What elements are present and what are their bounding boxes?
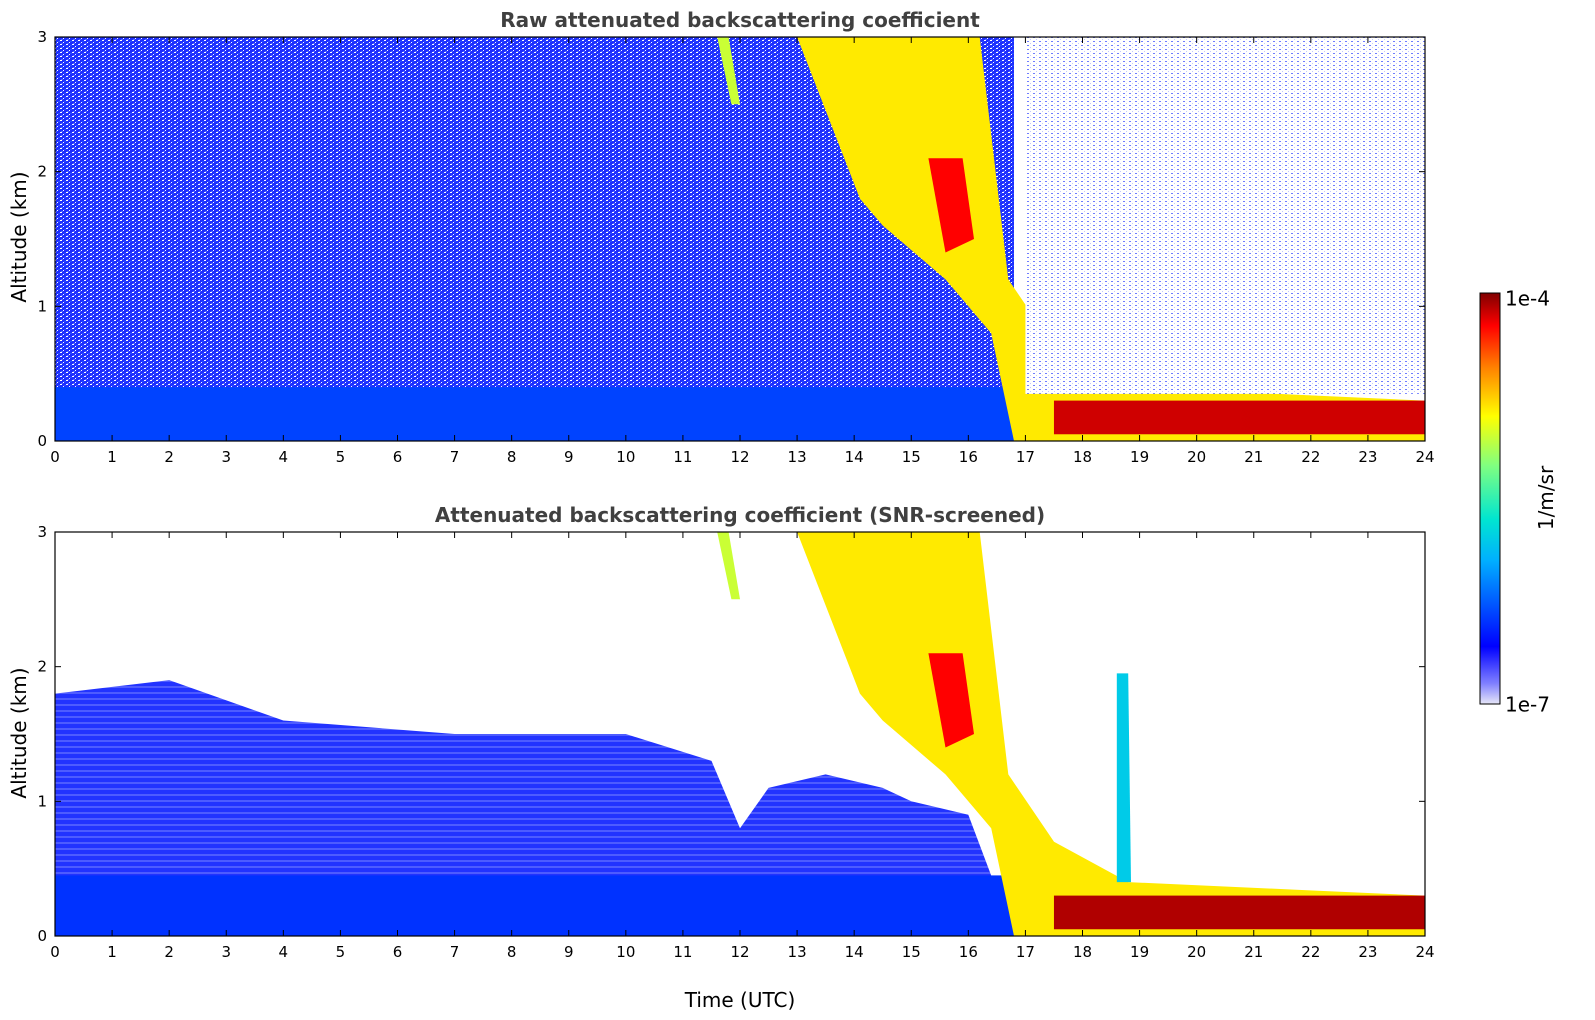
- x-tick-label: 10: [616, 943, 635, 961]
- x-tick-label: 16: [959, 943, 978, 961]
- x-tick-label: 6: [393, 943, 403, 961]
- y-tick-label: 1: [37, 297, 47, 315]
- heatmap-region-boundary-layer: [1053, 895, 1425, 930]
- x-tick-label: 17: [1016, 943, 1035, 961]
- heatmap-region-cloud-core: [928, 158, 974, 253]
- y-tick-label: 2: [37, 658, 47, 676]
- x-tick-label: 20: [1187, 448, 1206, 466]
- x-tick-label: 16: [959, 448, 978, 466]
- x-tick-label: 7: [450, 448, 460, 466]
- y-tick-label: 0: [37, 432, 47, 450]
- x-tick-label: 0: [50, 943, 60, 961]
- panel-snr-screened: Attenuated backscattering coefficient (S…: [7, 503, 1435, 1012]
- heatmap-region-cloud-plume: [1116, 673, 1131, 883]
- x-tick-label: 22: [1301, 448, 1320, 466]
- x-tick-label: 12: [730, 943, 749, 961]
- panel-raw: Raw attenuated backscattering coefficien…: [7, 8, 1435, 466]
- heatmap-region-cloud: [797, 37, 1425, 441]
- x-tick-label: 24: [1415, 448, 1434, 466]
- x-tick-label: 5: [336, 943, 346, 961]
- x-tick-label: 19: [1130, 448, 1149, 466]
- panel-title: Raw attenuated backscattering coefficien…: [500, 8, 980, 32]
- x-tick-label: 15: [902, 448, 921, 466]
- x-axis-ticks: 0 1 2 3 4 5 6 7 8 9 10 11 12 13 14 15 16 17 18 19 20 21 22 23 24: [50, 532, 1435, 961]
- x-tick-label: 9: [564, 448, 574, 466]
- x-tick-label: 13: [788, 448, 807, 466]
- x-tick-label: 18: [1073, 448, 1092, 466]
- y-axis-label: Altitude (km): [7, 171, 31, 302]
- x-tick-label: 12: [730, 448, 749, 466]
- y-tick-label: 0: [37, 927, 47, 945]
- heatmap-region-cloud: [797, 532, 1425, 936]
- x-tick-label: 22: [1301, 943, 1320, 961]
- x-tick-label: 11: [673, 448, 692, 466]
- x-axis-ticks: 0 1 2 3 4 5 6 7 8 9 10 11 12 13 14 15 16 17 18 19 20 21 22 23 24: [50, 37, 1435, 466]
- x-tick-label: 17: [1016, 448, 1035, 466]
- colorbar-gradient: [1479, 292, 1501, 705]
- x-tick-label: 4: [279, 943, 289, 961]
- heatmap-region-boundary-layer: [1053, 400, 1425, 435]
- x-tick-label: 2: [164, 943, 174, 961]
- y-tick-label: 2: [37, 163, 47, 181]
- x-tick-label: 19: [1130, 943, 1149, 961]
- heatmap-region-cloud: [717, 532, 740, 600]
- x-tick-label: 14: [845, 943, 864, 961]
- x-tick-label: 14: [845, 448, 864, 466]
- heatmap-region-clear-sky: [1025, 37, 1425, 394]
- y-axis-ticks: 0 1 2 3: [37, 28, 1425, 450]
- heatmap-region-surface-layer: [55, 387, 1014, 441]
- x-tick-label: 6: [393, 448, 403, 466]
- colorbar-max-label: 1e-4: [1505, 287, 1550, 311]
- x-tick-label: 1: [107, 943, 117, 961]
- x-tick-label: 9: [564, 943, 574, 961]
- colorbar-min-label: 1e-7: [1505, 693, 1550, 717]
- colorbar-label: 1/m/sr: [1534, 465, 1558, 530]
- x-tick-label: 5: [336, 448, 346, 466]
- y-tick-label: 3: [37, 28, 47, 46]
- y-tick-label: 3: [37, 523, 47, 541]
- x-tick-label: 3: [221, 448, 231, 466]
- x-tick-label: 13: [788, 943, 807, 961]
- x-tick-label: 3: [221, 943, 231, 961]
- colorbar: 1e-4 1e-7 1/m/sr: [1479, 287, 1558, 717]
- y-tick-label: 1: [37, 792, 47, 810]
- heatmap-region-aerosol-layer: [55, 680, 1014, 936]
- x-tick-label: 15: [902, 943, 921, 961]
- panel-title: Attenuated backscattering coefficient (S…: [435, 503, 1045, 527]
- x-tick-label: 8: [507, 943, 517, 961]
- x-tick-label: 8: [507, 448, 517, 466]
- x-tick-label: 0: [50, 448, 60, 466]
- x-tick-label: 2: [164, 448, 174, 466]
- heatmap-region-surface-layer: [55, 875, 1014, 936]
- x-tick-label: 21: [1244, 943, 1263, 961]
- x-tick-label: 7: [450, 943, 460, 961]
- x-tick-label: 20: [1187, 943, 1206, 961]
- y-axis-ticks: 0 1 2 3: [37, 523, 1425, 945]
- heatmap-snr-screened: [55, 532, 1425, 936]
- x-tick-label: 4: [279, 448, 289, 466]
- x-tick-label: 23: [1358, 943, 1377, 961]
- heatmap-region-cloud-core: [928, 653, 974, 748]
- heatmap-raw: [55, 37, 1425, 441]
- x-tick-label: 21: [1244, 448, 1263, 466]
- x-tick-label: 10: [616, 448, 635, 466]
- x-axis-label: Time (UTC): [684, 988, 796, 1012]
- x-tick-label: 1: [107, 448, 117, 466]
- x-tick-label: 11: [673, 943, 692, 961]
- x-tick-label: 18: [1073, 943, 1092, 961]
- heatmap-region-cloud: [717, 37, 740, 105]
- x-tick-label: 23: [1358, 448, 1377, 466]
- x-tick-label: 24: [1415, 943, 1434, 961]
- y-axis-label: Altitude (km): [7, 667, 31, 798]
